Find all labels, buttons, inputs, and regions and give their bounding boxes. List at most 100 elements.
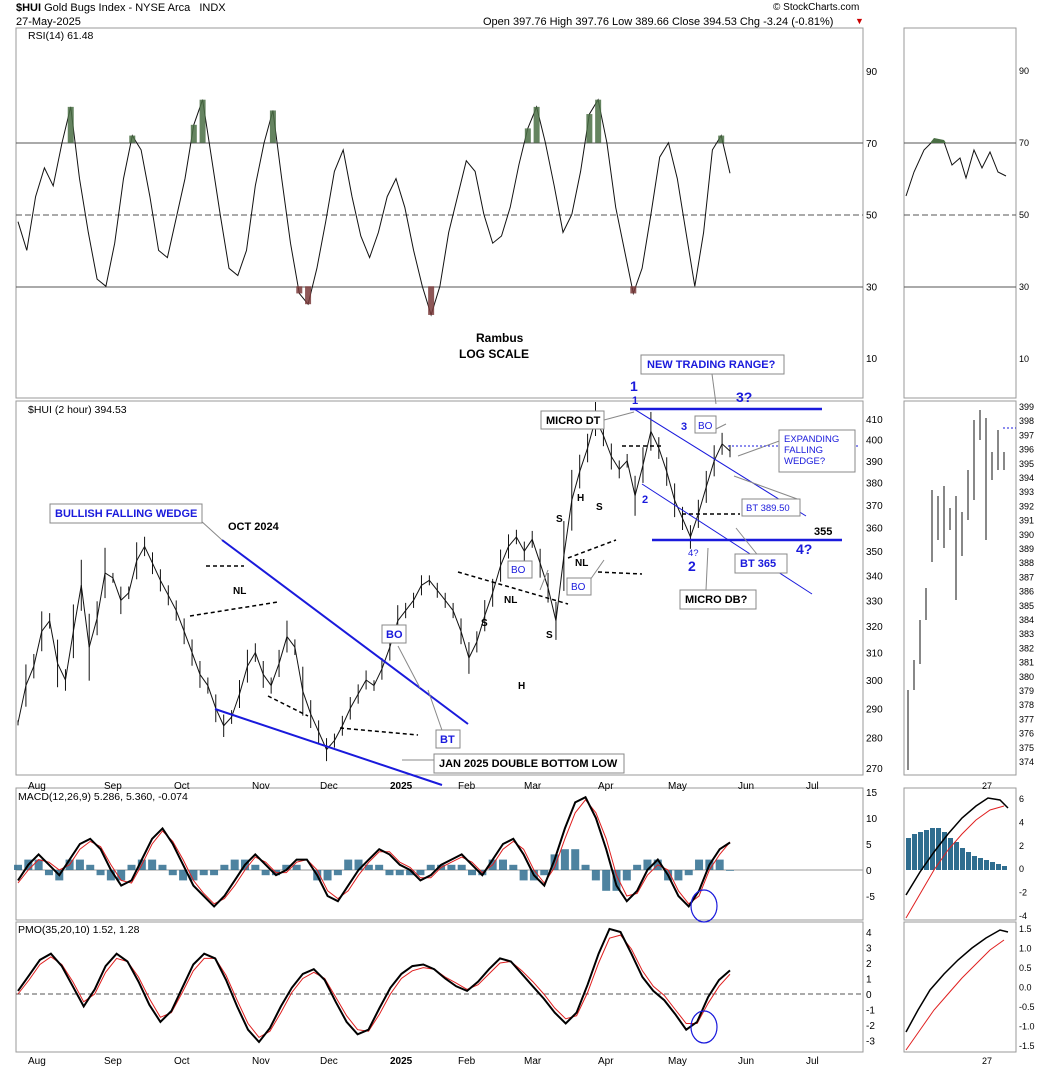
price-segment bbox=[49, 620, 59, 664]
price-segment bbox=[88, 618, 98, 648]
macd-histogram-bar bbox=[117, 870, 126, 881]
macd-histogram-bar bbox=[344, 859, 353, 870]
price-segment bbox=[547, 587, 557, 621]
rsi-y-tick: 10 bbox=[866, 354, 878, 365]
macd-histogram-bar bbox=[375, 864, 384, 870]
macd-histogram-bar bbox=[674, 870, 683, 881]
side-macd-histogram-bar bbox=[948, 838, 953, 870]
price-segment bbox=[452, 610, 462, 632]
micro-dt-label: MICRO DT bbox=[546, 415, 601, 427]
side-price-tick: 377 bbox=[1019, 714, 1034, 724]
bt-365-label: BT 365 bbox=[740, 558, 776, 570]
price-y-tick: 320 bbox=[866, 622, 883, 633]
price-segment bbox=[381, 647, 391, 670]
rsi-line bbox=[17, 98, 731, 317]
pmo-y-tick: 3 bbox=[866, 944, 872, 955]
price-y-tick: 360 bbox=[866, 524, 883, 535]
price-segment bbox=[721, 443, 731, 452]
price-segment bbox=[270, 663, 280, 686]
price-segment bbox=[302, 691, 312, 715]
pmo-y-tick: -2 bbox=[866, 1021, 875, 1032]
wave-1-label-a: 1 bbox=[630, 378, 638, 394]
rsi-oversold-fill bbox=[305, 286, 312, 305]
price-segment bbox=[650, 431, 660, 449]
macd-histogram-bar bbox=[199, 870, 208, 876]
bo-label-2: BO bbox=[511, 565, 526, 576]
side-pmo-tick: -0.5 bbox=[1019, 1002, 1035, 1012]
side-macd-histogram-bar bbox=[978, 858, 983, 870]
side-macd-histogram-bar bbox=[996, 864, 1001, 870]
side-macd-histogram-bar bbox=[966, 852, 971, 870]
rsi-overbought-fill bbox=[533, 106, 540, 143]
price-segment bbox=[531, 539, 541, 564]
pmo-x-tick: 2025 bbox=[390, 1056, 413, 1067]
rsi-oversold-fill bbox=[630, 286, 637, 294]
side-pmo-signal-line bbox=[905, 939, 1005, 1051]
chart-date: 27-May-2025 bbox=[16, 16, 81, 28]
side-price-frame bbox=[903, 400, 1017, 776]
macd-histogram-bar bbox=[395, 870, 404, 876]
macd-histogram-bar bbox=[643, 859, 652, 870]
wave-1-label-b: 1 bbox=[632, 395, 638, 407]
side-price-tick: 380 bbox=[1019, 672, 1034, 682]
pmo-x-tick: Jun bbox=[738, 1056, 754, 1067]
price-segment bbox=[159, 580, 169, 596]
side-rsi-tick: 50 bbox=[1019, 210, 1029, 220]
price-x-tick: Jun bbox=[738, 781, 754, 792]
price-segment bbox=[120, 592, 130, 601]
macd-histogram-bar bbox=[282, 864, 291, 870]
wave-3-label: 3 bbox=[681, 421, 687, 433]
side-day-label: 27 bbox=[982, 781, 992, 791]
price-x-tick: Mar bbox=[524, 781, 542, 792]
nl-label-3: NL bbox=[575, 558, 588, 569]
price-segment bbox=[349, 693, 359, 709]
price-segment bbox=[421, 579, 430, 586]
side-pmo-frame bbox=[903, 921, 1017, 1053]
side-price-tick: 384 bbox=[1019, 615, 1034, 625]
macd-y-tick: 15 bbox=[866, 788, 878, 799]
side-price-tick: 397 bbox=[1019, 430, 1034, 440]
rsi-overbought-fill bbox=[199, 99, 206, 143]
pmo-y-tick: -1 bbox=[866, 1006, 875, 1017]
side-rsi-frame bbox=[903, 27, 1017, 399]
price-x-tick: Oct bbox=[174, 781, 190, 792]
rsi-overbought-fill bbox=[269, 110, 276, 143]
macd-histogram-bar bbox=[261, 870, 270, 876]
pmo-x-tick: Mar bbox=[524, 1056, 542, 1067]
side-price-tick: 375 bbox=[1019, 743, 1034, 753]
price-x-tick: Sep bbox=[104, 781, 122, 792]
price-segment bbox=[207, 685, 217, 709]
h-label-2: H bbox=[577, 493, 584, 504]
pmo-x-tick: Feb bbox=[458, 1056, 476, 1067]
price-segment bbox=[278, 636, 288, 664]
side-price-tick: 382 bbox=[1019, 643, 1034, 653]
expanding-line-2: FALLING bbox=[784, 445, 823, 456]
price-segment bbox=[104, 572, 114, 579]
macd-histogram-bar bbox=[695, 859, 704, 870]
side-macd-histogram-bar bbox=[912, 834, 917, 870]
oct-2024-label: OCT 2024 bbox=[228, 521, 280, 533]
h-label-1: H bbox=[518, 681, 525, 692]
chart-symbol-title: $HUI Gold Bugs Index - NYSE Arca INDX bbox=[16, 2, 226, 14]
side-pmo-tick: -1.5 bbox=[1019, 1041, 1035, 1051]
price-segment bbox=[492, 565, 502, 593]
macd-histogram-bar bbox=[323, 870, 332, 881]
side-macd-tick: -4 bbox=[1019, 911, 1027, 921]
side-price-tick: 394 bbox=[1019, 473, 1034, 483]
macd-histogram-bar bbox=[75, 859, 84, 870]
side-macd-histogram-bar bbox=[984, 860, 989, 870]
macd-histogram-bar bbox=[106, 870, 115, 881]
macd-y-tick: 0 bbox=[866, 866, 872, 877]
bullish-falling-wedge-label: BULLISH FALLING WEDGE bbox=[55, 508, 197, 520]
price-x-tick: Apr bbox=[598, 781, 614, 792]
pmo-x-tick: May bbox=[668, 1056, 687, 1067]
macd-title: MACD(12,26,9) 5.286, 5.360, -0.074 bbox=[18, 791, 188, 803]
macd-histogram-bar bbox=[168, 870, 177, 876]
side-macd-histogram-bar bbox=[936, 828, 941, 870]
price-segment bbox=[215, 708, 225, 726]
price-y-tick: 310 bbox=[866, 649, 883, 660]
price-segment bbox=[57, 663, 66, 681]
price-segment bbox=[508, 536, 517, 547]
log-scale-label: LOG SCALE bbox=[459, 347, 529, 361]
price-segment bbox=[64, 631, 74, 681]
